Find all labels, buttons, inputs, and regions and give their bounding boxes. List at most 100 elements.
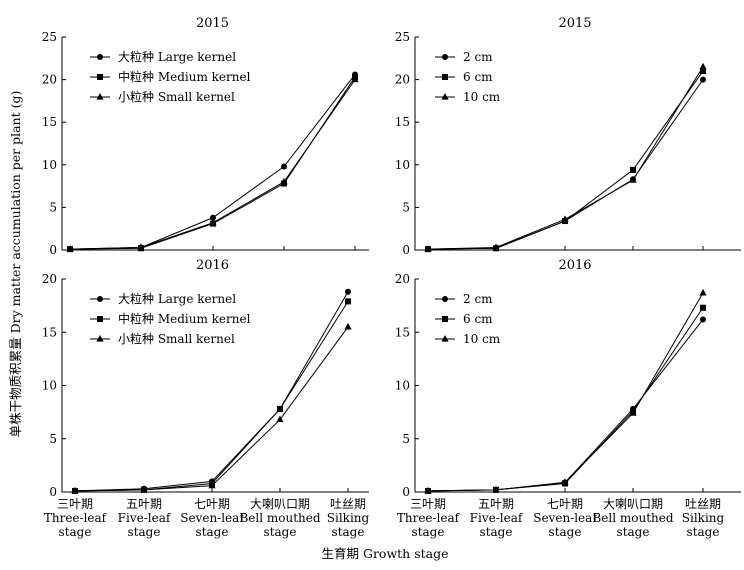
x-tick-label-en: Silking [682,511,725,525]
legend-marker [97,316,103,322]
x-tick-label: 大喇叭口期 Bell mouthed stage [239,496,320,539]
x-tick-label-stage: stage [264,525,297,539]
legend-label: 大粒种 Large kernel [118,291,236,306]
series-3-2 [72,298,351,494]
legend: 大粒种 Large kernel 中粒种 Medium kernel 小粒种 Sma… [90,291,251,346]
legend-marker [441,335,449,342]
series-3-3 [71,322,352,494]
data-point [140,485,148,493]
legend-label: 2 cm [463,292,493,306]
x-tick-label-en: Three-leaf [397,511,461,525]
x-tick-label-zh: 七叶期 [547,497,583,511]
data-point [276,415,284,423]
data-point [280,177,288,185]
x-tick-label-stage: stage [687,525,720,539]
y-tick-label: 15 [395,115,410,129]
y-tick-label: 5 [49,200,57,214]
x-tick-label-en: Silking [327,511,370,525]
x-tick-label-zh: 大喇叭口期 [250,496,310,511]
legend-marker [96,335,104,342]
legend-label: 10 cm [463,332,501,346]
data-point [210,214,216,221]
data-point [66,245,74,252]
x-tick-label-zh: 三叶期 [410,497,446,511]
series-line [74,326,349,492]
legend-marker [442,296,448,302]
legend-label: 10 cm [463,90,501,104]
y-tick-label: 10 [42,158,57,172]
x-tick-label: 吐丝期 Silking stage [682,497,725,539]
x-tick-label-en: Five-leaf [118,511,172,525]
x-tick-label-en: Five-leaf [470,511,524,525]
data-point [344,322,352,330]
data-point [699,62,707,70]
x-tick-label-en: Seven-leaf [180,511,245,525]
x-tick-label-stage: stage [412,525,445,539]
y-axis-label: 单株干物质积累量 Dry matter accumulation per pla… [8,91,23,438]
data-point [71,486,79,494]
panel-title: 2015 [558,16,591,31]
panel-1: 2015 0 5 10 15 20 25 大粒种 Large kernel 中粒种 Medium… [42,16,369,257]
y-tick-label: 25 [42,30,57,44]
data-point [208,481,216,489]
data-point [699,288,707,296]
x-tick-label-en: Seven-leaf [533,511,598,525]
x-tick-label-stage: stage [549,525,582,539]
data-point [492,485,500,493]
legend-marker [96,93,104,100]
panel-title: 2015 [196,16,229,31]
series-4-3 [424,288,707,494]
data-layer [66,62,707,494]
y-tick-label: 5 [402,432,410,446]
y-tick-label: 5 [402,200,410,214]
data-point [277,405,283,412]
x-tick-label: 三叶期 Three-leaf stage [44,497,108,539]
x-axis-label: 生育期 Growth stage [322,546,449,561]
x-tick-label-zh: 吐丝期 [330,497,366,511]
series-1-3 [66,75,359,252]
legend-label: 中粒种 Medium kernel [118,311,251,326]
legend-marker [97,74,103,80]
data-point [424,486,432,494]
data-point [630,166,636,173]
data-point [424,245,432,252]
x-tick-label-zh: 三叶期 [57,497,93,511]
x-tick-label: 七叶期 Seven-leaf stage [533,497,598,539]
legend-marker [441,93,449,100]
x-tick-label-stage: stage [59,525,92,539]
y-tick-label: 20 [395,272,410,286]
legend-marker [442,54,448,60]
x-tick-label-stage: stage [128,525,161,539]
data-point [561,215,569,222]
x-tick-label-zh: 七叶期 [194,497,230,511]
data-point [700,68,706,75]
x-tick-label-zh: 大喇叭口期 [603,496,663,511]
data-point [345,298,351,305]
y-tick-label: 15 [42,115,57,129]
y-tick-label: 0 [49,485,57,499]
legend-marker [97,54,103,60]
y-tick-label: 10 [395,158,410,172]
x-tick-label-stage: stage [332,525,365,539]
legend-marker [442,74,448,80]
legend: 2 cm 6 cm 10 cm [435,292,501,346]
y-tick-label: 15 [42,325,57,339]
legend-label: 小粒种 Small kernel [118,331,235,346]
data-point [700,316,706,323]
legend-label: 6 cm [463,312,493,326]
legend: 2 cm 6 cm 10 cm [435,50,501,104]
data-point [351,75,359,83]
y-tick-label: 25 [395,30,410,44]
y-tick-label: 20 [395,73,410,87]
y-tick-label: 10 [395,379,410,393]
data-point [137,243,145,251]
x-tick-label: 五叶期 Five-leaf stage [470,497,524,539]
data-point [561,478,569,486]
x-tick-label-en: Bell mouthed [592,511,673,525]
x-tick-label-stage: stage [617,525,650,539]
y-tick-label: 15 [395,325,410,339]
y-tick-label: 20 [42,272,57,286]
y-tick-label: 0 [49,243,57,257]
